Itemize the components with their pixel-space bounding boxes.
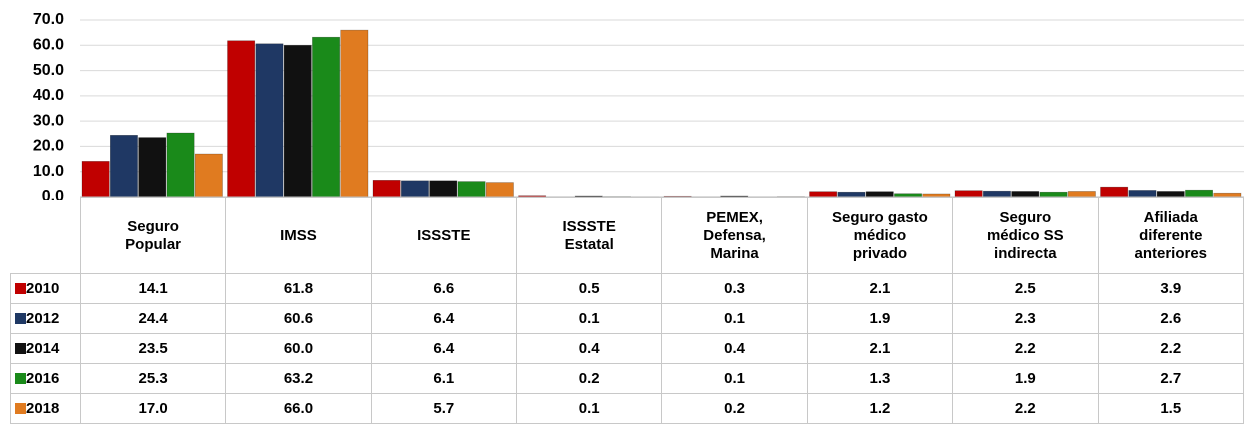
legend-cell: 2010	[11, 274, 81, 304]
value-cell: 60.6	[226, 304, 371, 334]
bar	[228, 41, 255, 197]
category-label: Seguro Popular	[80, 198, 225, 274]
category-label: Afiliada diferente anteriores	[1098, 198, 1243, 274]
legend-cell: 2014	[11, 334, 81, 364]
y-tick-label: 70.0	[33, 11, 64, 28]
legend-label: 2012	[26, 310, 59, 327]
value-cell: 0.1	[516, 394, 661, 424]
value-cell: 0.1	[516, 304, 661, 334]
value-cell: 5.7	[371, 394, 516, 424]
value-cell: 0.4	[516, 334, 661, 364]
value-cell: 6.4	[371, 304, 516, 334]
chart: 0.010.020.030.040.050.060.070.0	[0, 0, 1244, 200]
value-cell: 1.9	[807, 304, 952, 334]
legend-swatch	[15, 313, 26, 324]
value-cell: 24.4	[80, 304, 225, 334]
value-cell: 23.5	[80, 334, 225, 364]
category-label: PEMEX, Defensa, Marina	[662, 198, 807, 274]
value-cell: 63.2	[226, 364, 371, 394]
legend-swatch	[15, 283, 26, 294]
bar	[1185, 190, 1212, 197]
bar	[167, 133, 194, 197]
value-cell: 66.0	[226, 394, 371, 424]
value-cell: 17.0	[80, 394, 225, 424]
category-label: Seguro gasto médico privado	[807, 198, 952, 274]
category-label: Seguro médico SS indirecta	[953, 198, 1098, 274]
bar	[373, 180, 400, 197]
y-tick-label: 20.0	[33, 138, 64, 155]
bar	[139, 138, 166, 197]
bar	[1129, 190, 1156, 197]
bar	[312, 37, 339, 197]
legend-cell: 2018	[11, 394, 81, 424]
bar	[82, 161, 109, 197]
value-cell: 0.5	[516, 274, 661, 304]
value-cell: 0.2	[516, 364, 661, 394]
value-cell: 2.1	[807, 334, 952, 364]
value-cell: 3.9	[1098, 274, 1243, 304]
value-cell: 1.3	[807, 364, 952, 394]
legend-cell: 2012	[11, 304, 81, 334]
y-tick-label: 50.0	[33, 62, 64, 79]
legend-label: 2018	[26, 400, 59, 417]
value-cell: 1.2	[807, 394, 952, 424]
bar	[284, 45, 311, 197]
corner-cell	[11, 198, 81, 274]
value-cell: 0.1	[662, 364, 807, 394]
value-cell: 2.1	[807, 274, 952, 304]
category-label: IMSS	[226, 198, 371, 274]
legend-swatch	[15, 373, 26, 384]
category-label: ISSSTE Estatal	[516, 198, 661, 274]
legend-cell: 2016	[11, 364, 81, 394]
value-cell: 1.5	[1098, 394, 1243, 424]
value-cell: 2.2	[953, 394, 1098, 424]
value-cell: 2.7	[1098, 364, 1243, 394]
value-cell: 0.4	[662, 334, 807, 364]
value-cell: 1.9	[953, 364, 1098, 394]
bar	[458, 182, 485, 197]
value-cell: 61.8	[226, 274, 371, 304]
bar	[430, 181, 457, 197]
legend-swatch	[15, 403, 26, 414]
value-cell: 6.1	[371, 364, 516, 394]
legend-label: 2016	[26, 370, 59, 387]
y-tick-label: 40.0	[33, 87, 64, 104]
value-cell: 6.6	[371, 274, 516, 304]
y-tick-label: 30.0	[33, 112, 64, 129]
legend-label: 2014	[26, 340, 59, 357]
bar	[110, 135, 137, 197]
value-cell: 2.6	[1098, 304, 1243, 334]
value-cell: 60.0	[226, 334, 371, 364]
y-tick-label: 60.0	[33, 37, 64, 54]
value-cell: 2.2	[1098, 334, 1243, 364]
legend-label: 2010	[26, 280, 59, 297]
value-cell: 0.3	[662, 274, 807, 304]
value-cell: 25.3	[80, 364, 225, 394]
value-cell: 14.1	[80, 274, 225, 304]
value-cell: 2.3	[953, 304, 1098, 334]
value-cell: 0.1	[662, 304, 807, 334]
legend-swatch	[15, 343, 26, 354]
bar	[1101, 187, 1128, 197]
value-cell: 2.2	[953, 334, 1098, 364]
y-tick-label: 10.0	[33, 163, 64, 180]
bar	[401, 181, 428, 197]
value-cell: 2.5	[953, 274, 1098, 304]
category-label: ISSSTE	[371, 198, 516, 274]
bar	[341, 30, 368, 197]
bar	[256, 44, 283, 197]
bar	[195, 154, 222, 197]
bar	[486, 183, 513, 197]
value-cell: 6.4	[371, 334, 516, 364]
value-cell: 0.2	[662, 394, 807, 424]
